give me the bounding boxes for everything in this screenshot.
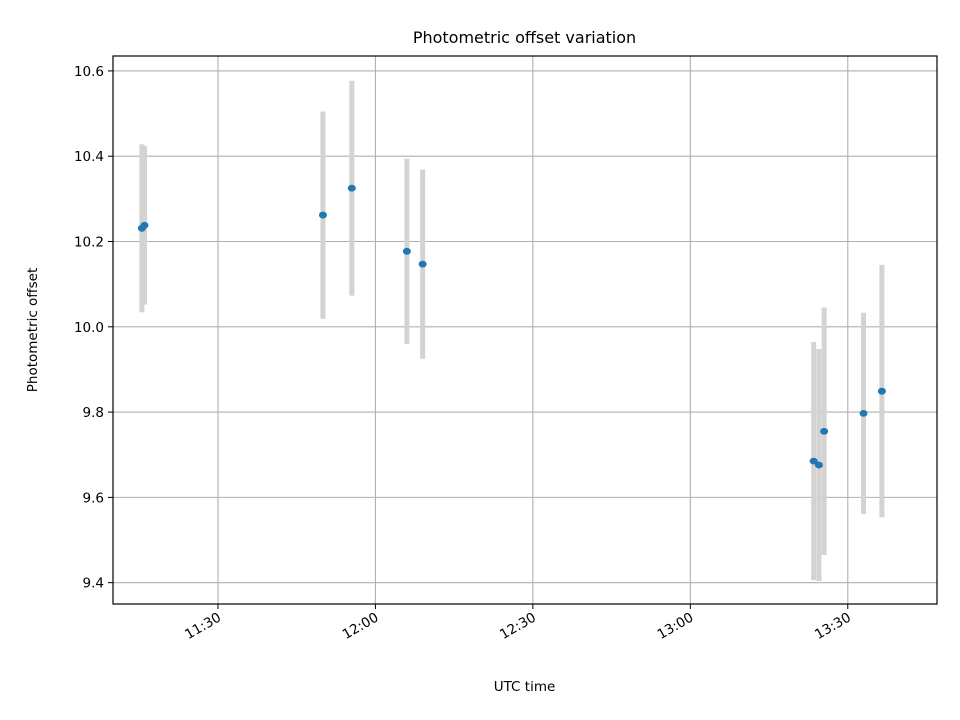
data-point [402, 247, 411, 255]
chart-title: Photometric offset variation [413, 28, 636, 47]
data-point [859, 409, 868, 417]
y-tick-label: 10.6 [74, 64, 104, 80]
data-points [137, 184, 886, 469]
data-point [877, 387, 886, 395]
y-tick-label: 9.4 [83, 576, 104, 592]
y-tick-label: 10.4 [74, 149, 104, 165]
y-tick-label: 10.0 [74, 320, 104, 336]
grid [113, 56, 937, 604]
plot-frame [112, 55, 938, 605]
y-axis-label: Photometric offset [25, 268, 41, 392]
data-point [809, 457, 818, 465]
data-point [318, 211, 327, 219]
data-point [820, 427, 829, 435]
y-tick-label: 10.2 [74, 235, 104, 251]
x-axis-label: UTC time [494, 679, 556, 695]
y-tick-label: 9.8 [83, 405, 104, 421]
data-point [347, 184, 356, 192]
data-point [418, 260, 427, 268]
data-point [140, 221, 149, 229]
data-point [814, 461, 823, 469]
y-tick-label: 9.6 [83, 490, 104, 506]
